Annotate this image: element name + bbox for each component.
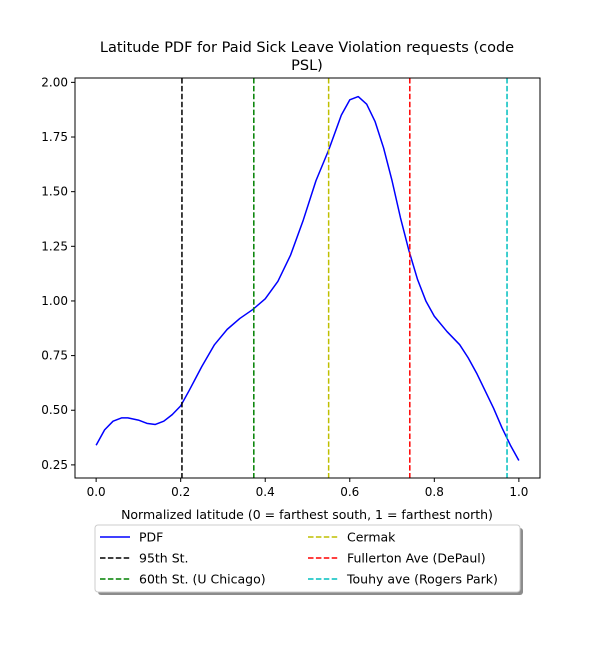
x-axis-label: Normalized latitude (0 = farthest south,… [121, 507, 493, 522]
y-axis: 0.25 0.50 0.75 1.00 1.25 1.50 1.75 2.00 [41, 75, 75, 472]
chart-title: Latitude PDF for Paid Sick Leave Violati… [100, 40, 514, 74]
y-tick-label: 0.50 [41, 403, 68, 417]
y-tick-label: 0.25 [41, 458, 68, 472]
x-tick-label: 0.8 [425, 485, 444, 499]
y-tick-label: 2.00 [41, 75, 68, 89]
legend-label: PDF [139, 530, 163, 545]
x-tick-label: 0.4 [256, 485, 275, 499]
legend-label: 95th St. [139, 551, 189, 566]
y-tick-label: 1.00 [41, 294, 68, 308]
x-tick-label: 1.0 [509, 485, 528, 499]
series-line-pdf [95, 95, 520, 461]
x-axis: 0.0 0.2 0.4 0.6 0.8 1.0 [87, 478, 528, 499]
legend-label: Cermak [347, 530, 396, 545]
legend-label: 60th St. (U Chicago) [139, 572, 266, 587]
y-tick-label: 1.50 [41, 185, 68, 199]
x-tick-label: 0.0 [87, 485, 106, 499]
axes-frame [74, 77, 541, 479]
y-tick-label: 1.25 [41, 239, 68, 253]
y-tick-label: 1.75 [41, 130, 68, 144]
legend: PDF 95th St. 60th St. (U Chicago) Cermak Ful… [94, 524, 523, 595]
chart-title-line: Latitude PDF for Paid Sick Leave Violati… [100, 40, 514, 56]
y-tick-label: 0.75 [41, 349, 68, 363]
x-tick-label: 0.2 [171, 485, 190, 499]
legend-label: Fullerton Ave (DePaul) [347, 551, 486, 566]
legend-label: Touhy ave (Rogers Park) [346, 572, 498, 587]
chart-title-line: PSL) [291, 58, 323, 74]
legend-box [94, 524, 521, 593]
x-tick-label: 0.6 [340, 485, 359, 499]
plot-area [95, 78, 520, 478]
